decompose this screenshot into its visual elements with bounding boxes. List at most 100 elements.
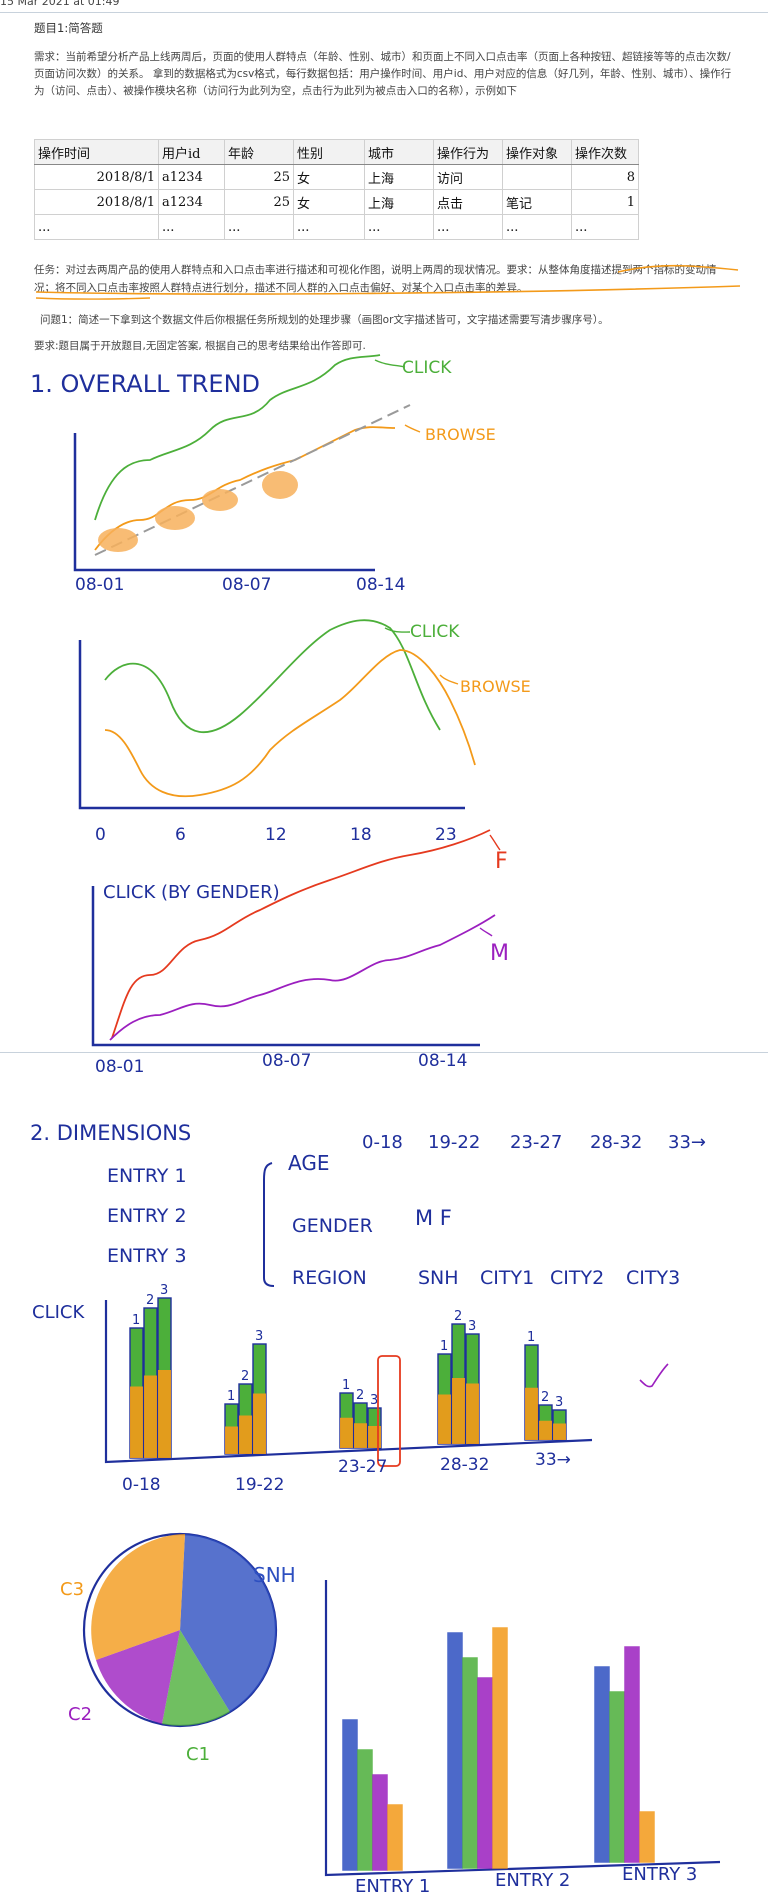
bar-mark-label: 3 <box>160 1283 168 1298</box>
table-cell: 上海 <box>364 189 434 215</box>
x-tick-label: 23 <box>435 825 457 845</box>
table-row: ... ... ... ... ... ... ... ... <box>34 214 639 240</box>
bar-segment-browse <box>130 1386 143 1458</box>
task-text: 任务：对过去两周产品的使用人群特点和入口点击率进行描述和可视化作图，说明上两周的… <box>34 264 538 276</box>
pie-label: C1 <box>186 1744 210 1765</box>
requirement-note: 要求:题目属于开放题目,无固定答案, 根据自己的思考结果给出作答即可. <box>34 340 366 352</box>
table-cell: ... <box>293 214 365 240</box>
entry-bar <box>624 1646 640 1863</box>
bar-segment-browse <box>553 1423 566 1440</box>
entry-label: ENTRY 1 <box>107 1165 187 1187</box>
table-row: 2018/8/1 a1234 25 女 上海 访问 8 <box>34 164 639 190</box>
bar-mark-label: 2 <box>146 1293 154 1308</box>
region-label: CITY3 <box>626 1267 680 1289</box>
x-tick-label: 08-07 <box>222 575 271 595</box>
underline-short <box>35 297 151 300</box>
entry-bar <box>492 1627 508 1869</box>
entry-label: ENTRY 2 <box>107 1205 187 1227</box>
bar-mark-label: 3 <box>555 1395 563 1410</box>
entry-label: ENTRY 3 <box>107 1245 187 1267</box>
bar-mark-label: 3 <box>468 1319 476 1334</box>
region-pie: SNH C3 C2 C1 <box>60 1532 296 1765</box>
table-header: 操作次数 <box>571 139 639 165</box>
top-bar: 15 Mar 2021 at 01:49 <box>0 0 768 13</box>
table-cell: 笔记 <box>502 189 572 215</box>
bar-mark-label: 1 <box>227 1389 235 1404</box>
trend-chart: CLICK BROWSE 08-01 08-07 08-14 <box>73 354 496 595</box>
pie-slice-snh <box>180 1534 277 1712</box>
label-click: CLICK <box>402 358 452 378</box>
bar-mark-label: 2 <box>241 1369 249 1384</box>
entry-bar <box>594 1666 610 1863</box>
underline-requirement <box>35 264 741 295</box>
entry-x-label: ENTRY 1 <box>355 1876 430 1897</box>
table-cell: 25 <box>224 189 294 215</box>
hourly-chart: CLICK BROWSE 0 6 12 18 23 <box>78 619 531 845</box>
heading-overall-trend: 1. OVERALL TREND <box>30 370 260 398</box>
bar-segment-browse <box>466 1383 479 1444</box>
entry-bar-chart: ENTRY 1 ENTRY 2 ENTRY 3 <box>324 1580 721 1897</box>
gender-chart: CLICK (BY GENDER) F M 08-01 08-07 08-14 <box>91 829 509 1077</box>
table-header: 用户id <box>158 139 225 165</box>
bar-chart-y-label: CLICK <box>32 1302 85 1323</box>
page-divider <box>0 1052 768 1053</box>
entry-x-label: ENTRY 3 <box>622 1864 697 1885</box>
entry-x-label: ENTRY 2 <box>495 1870 570 1891</box>
question-1: 问题1：简述一下拿到这个数据文件后你根据任务所规划的处理步骤（画图or文字描述皆… <box>40 314 609 326</box>
pie-slice-c2 <box>96 1630 180 1724</box>
region-label: SNH <box>418 1267 459 1289</box>
x-tick-label: 08-01 <box>75 575 124 595</box>
table-header: 操作对象 <box>502 139 572 165</box>
pie-slice-c1 <box>162 1630 230 1726</box>
bar-x-label: 33→ <box>535 1450 571 1470</box>
question-title: 题目1:简答题 <box>34 21 103 35</box>
bar-mark-label: 3 <box>255 1329 263 1344</box>
bar-segment-browse <box>539 1420 552 1440</box>
bar-mark-label: 2 <box>454 1309 462 1324</box>
label-browse: BROWSE <box>425 425 496 444</box>
bar-x-label: 19-22 <box>235 1475 284 1495</box>
entry-bar <box>387 1804 403 1871</box>
question-text: 题目1:简答题 需求：当前希望分析产品上线两周后，页面的使用人群特点（年龄、性别… <box>34 20 734 100</box>
bar-mark-label: 2 <box>541 1390 549 1405</box>
bar-mark-label: 1 <box>527 1330 535 1345</box>
region-label: CITY1 <box>480 1267 534 1289</box>
bar-segment-browse <box>225 1426 238 1454</box>
dimension-region: REGION <box>292 1267 367 1289</box>
highlight-box <box>377 1355 401 1467</box>
table-cell: ... <box>364 214 434 240</box>
dimension-gender: GENDER <box>292 1215 373 1237</box>
table-cell: 2018/8/1 <box>34 164 159 190</box>
x-tick-label: 6 <box>175 825 186 845</box>
bar-segment-browse <box>525 1387 538 1440</box>
table-cell: 8 <box>571 164 639 190</box>
table-cell: a1234 <box>158 164 225 190</box>
pie-label: C2 <box>68 1704 92 1725</box>
entry-bar <box>462 1657 478 1869</box>
table-row: 2018/8/1 a1234 25 女 上海 点击 笔记 1 <box>34 189 639 215</box>
age-group: 0-18 <box>362 1132 403 1153</box>
bar-mark-label: 1 <box>440 1339 448 1354</box>
entry-bar <box>477 1677 493 1869</box>
pie-label: SNH <box>253 1563 296 1587</box>
x-tick-label: 08-07 <box>262 1051 311 1071</box>
bar-segment-browse <box>253 1393 266 1454</box>
table-header: 操作行为 <box>433 139 503 165</box>
age-group: 23-27 <box>510 1132 562 1153</box>
table-cell: ... <box>502 214 572 240</box>
x-tick-label: 12 <box>265 825 287 845</box>
bar-x-label: 23-27 <box>338 1457 387 1477</box>
table-cell: 1 <box>571 189 639 215</box>
label-female: F <box>495 849 508 874</box>
bar-mark-label: 2 <box>356 1388 364 1403</box>
x-tick-label: 08-01 <box>95 1057 144 1077</box>
table-cell: 点击 <box>433 189 503 215</box>
region-label: CITY2 <box>550 1267 604 1289</box>
entry-bar-container <box>342 1627 655 1871</box>
gender-chart-title: CLICK (BY GENDER) <box>103 882 280 903</box>
label-male: M <box>490 941 509 966</box>
timestamp: 15 Mar 2021 at 01:49 <box>0 0 120 8</box>
